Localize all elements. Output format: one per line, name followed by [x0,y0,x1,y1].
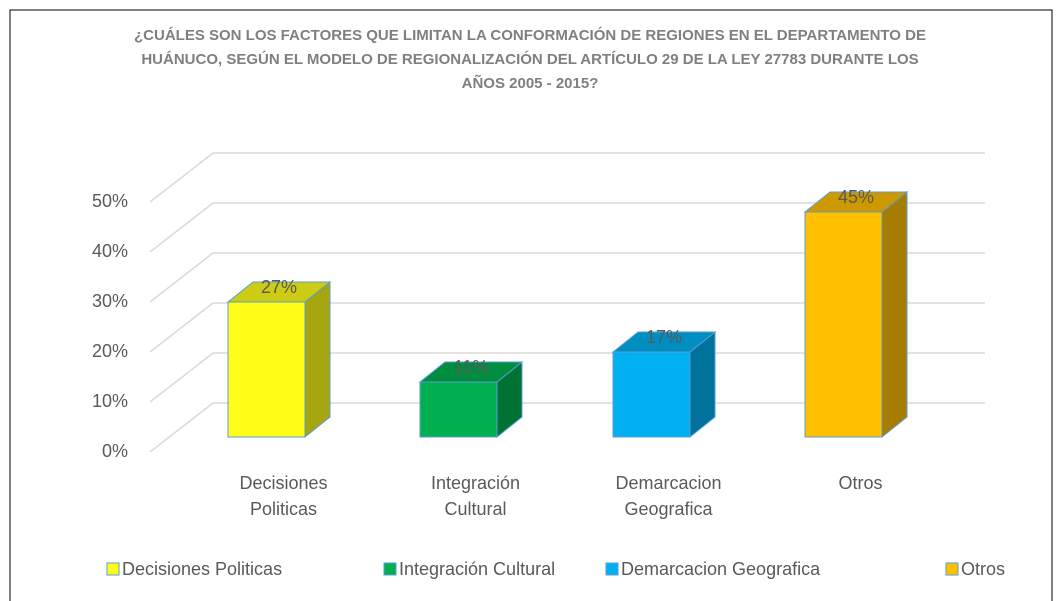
legend-swatch [383,562,397,576]
x-tick-label: Otros [838,473,883,493]
bar [803,190,909,439]
grid-line [149,152,214,203]
bar-front [612,351,691,438]
x-tick-label: Decisiones Politicas [239,473,328,519]
bar-top [803,191,909,213]
data-label: 17% [646,327,682,347]
grid-line [149,252,214,303]
y-tick-label: 20% [92,341,128,361]
y-tick-label: 30% [92,291,128,311]
data-label: 45% [838,187,874,207]
legend-swatch [106,562,120,576]
legend-label: Otros [961,559,1005,579]
bar-top [226,281,332,303]
grid-line [149,302,214,353]
legend-label: Demarcacion Geografica [621,559,821,579]
chart-title: ¿CUÁLES SON LOS FACTORES QUE LIMITAN LA … [134,27,926,92]
bar [226,280,332,439]
bar-front [227,301,306,438]
bar-side [304,280,331,439]
y-tick-label: 10% [92,391,128,411]
y-tick-label: 0% [102,441,128,461]
bar [611,330,717,439]
data-label: 27% [261,277,297,297]
legend-label: Decisiones Politicas [122,559,282,579]
bar-side [881,190,908,439]
bar-top [418,361,524,383]
bar-front [419,381,498,438]
legend-swatch [605,562,619,576]
legend-label: Integración Cultural [399,559,555,579]
bar [418,360,524,439]
x-tick-label: Integración Cultural [430,473,521,519]
legend-swatch [945,562,959,576]
y-tick-label: 40% [92,241,128,261]
grid-line [149,402,214,453]
data-label: 11% [454,357,489,377]
grid-line [149,352,214,403]
y-tick-label: 50% [92,191,128,211]
bar-top [611,331,717,353]
x-tick-label: Demarcacion Geografica [615,473,722,519]
bar-front [804,211,883,438]
grid-line [149,202,214,253]
